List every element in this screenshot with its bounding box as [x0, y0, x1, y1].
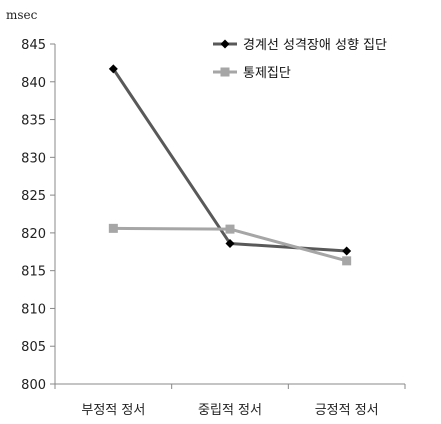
y-tick-label: 800 [21, 378, 46, 393]
x-axis-ticks: 부정적 정서 중립적 정서 긍정적 정서 [54, 384, 406, 418]
y-axis-ticks: 800 805 810 815 820 825 830 835 840 845 [21, 38, 55, 393]
data-point-marker [342, 246, 352, 256]
legend-item: 경계선 성격장애 성향 집단 [213, 38, 387, 53]
y-tick-label: 805 [21, 340, 46, 355]
legend-swatch-marker [220, 67, 230, 77]
data-point-marker [225, 238, 235, 248]
y-tick-label: 820 [21, 227, 46, 242]
y-tick-label: 835 [21, 114, 46, 129]
series-layer [108, 64, 352, 266]
y-tick-label: 810 [21, 302, 46, 317]
data-point-marker [342, 256, 352, 266]
series-line [112, 68, 347, 253]
y-axis-unit-label: msec [6, 8, 38, 22]
legend-item: 통제집단 [213, 66, 291, 81]
y-tick-label: 830 [21, 151, 46, 166]
data-point-marker [108, 64, 118, 74]
legend-label: 경계선 성격장애 성향 집단 [243, 38, 387, 53]
x-category-label: 부정적 정서 [81, 403, 145, 418]
data-point-marker [108, 223, 118, 233]
y-tick-label: 845 [21, 38, 46, 53]
x-category-label: 중립적 정서 [198, 403, 262, 418]
y-tick-label: 840 [21, 76, 46, 91]
y-tick-label: 815 [21, 265, 46, 280]
y-tick-label: 825 [21, 189, 46, 204]
data-point-marker [225, 224, 235, 234]
x-category-label: 긍정적 정서 [315, 403, 379, 418]
series-1 [108, 64, 352, 256]
legend-label: 통제집단 [243, 66, 291, 81]
legend-swatch-marker [220, 39, 230, 49]
series-2 [108, 223, 352, 266]
